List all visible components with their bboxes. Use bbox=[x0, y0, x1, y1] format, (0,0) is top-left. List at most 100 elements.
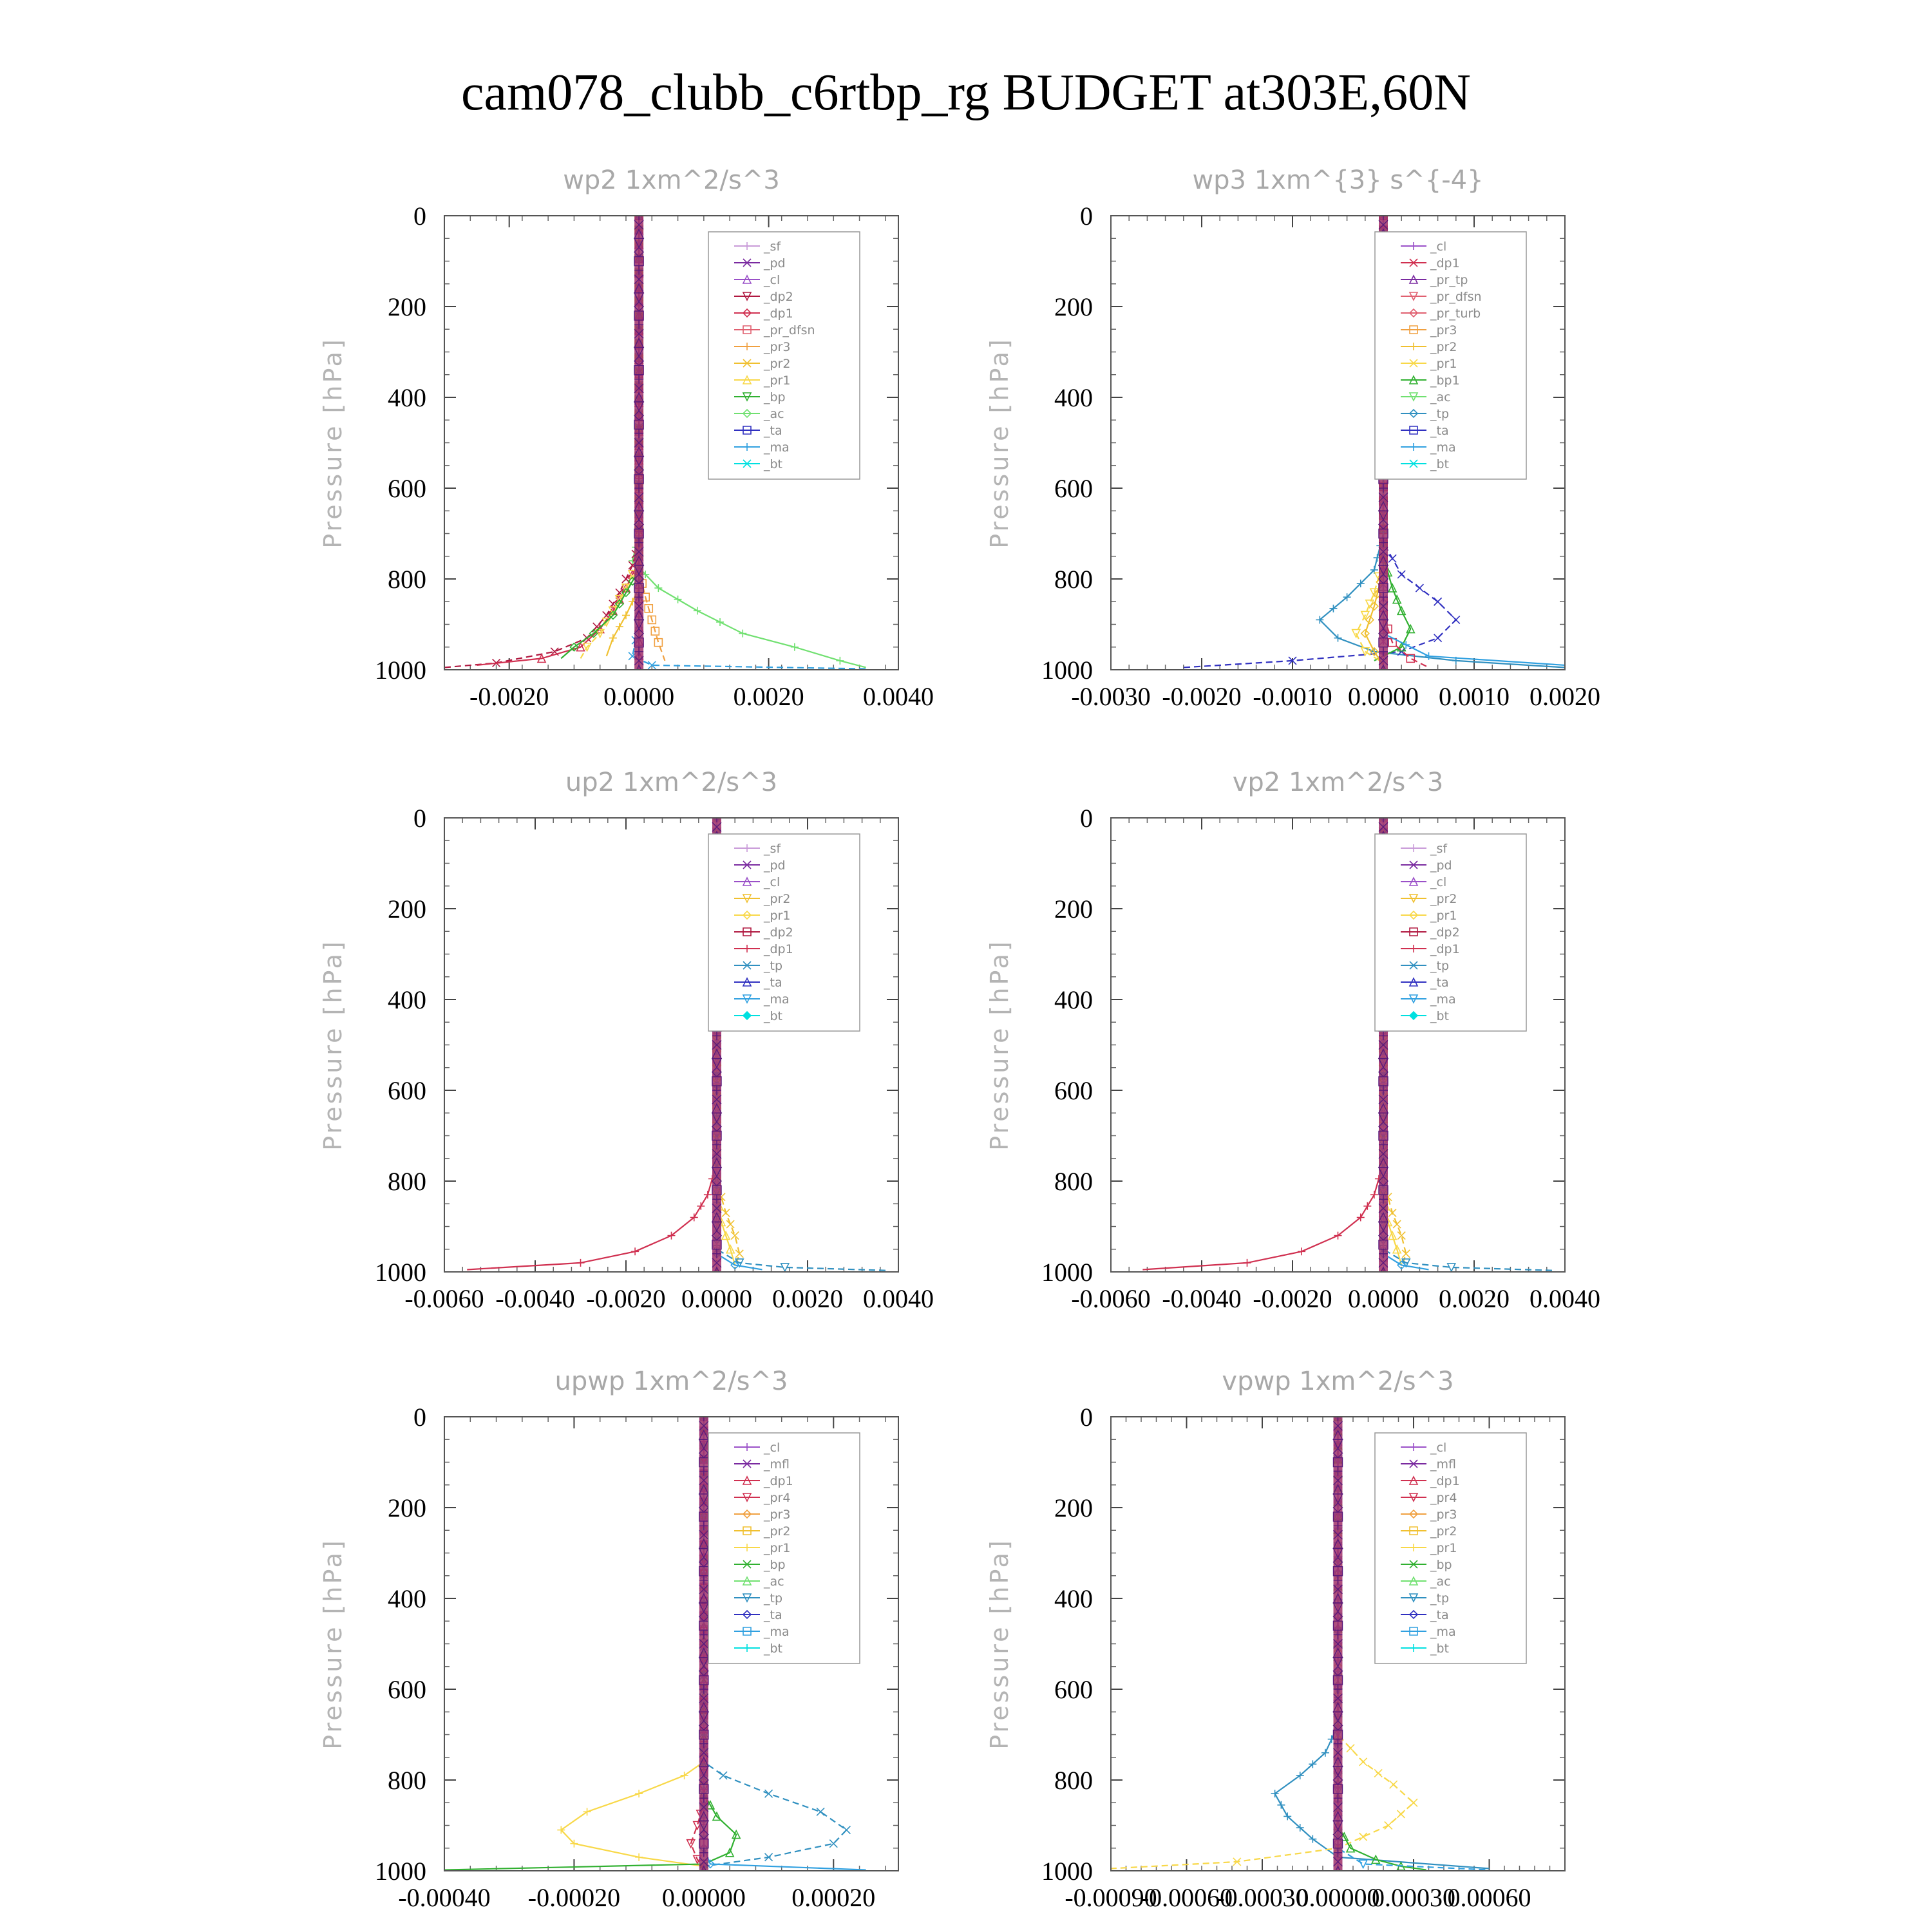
zero-profile-marker bbox=[712, 1258, 722, 1268]
series-marker bbox=[703, 1191, 712, 1199]
series-line-pr3 bbox=[638, 216, 666, 661]
x-tick-label: 0.0020 bbox=[1439, 1284, 1510, 1313]
series-marker bbox=[1321, 1748, 1329, 1757]
legend-label: _ma bbox=[1430, 440, 1456, 455]
x-tick-label: -0.0020 bbox=[1253, 1284, 1332, 1313]
legend-marker bbox=[1408, 977, 1419, 987]
x-tick-label: -0.00030 bbox=[1216, 1883, 1308, 1912]
plot-frame bbox=[1110, 1416, 1566, 1871]
series-marker bbox=[1369, 588, 1379, 598]
series-marker bbox=[1387, 1230, 1397, 1240]
zero-profile-marker bbox=[1379, 1140, 1388, 1150]
zero-profile-marker bbox=[1379, 1249, 1388, 1258]
legend-label: _pd bbox=[763, 256, 786, 270]
zero-profile-marker bbox=[698, 1656, 709, 1668]
legend-label: _ac bbox=[763, 1575, 784, 1589]
legend-marker bbox=[742, 274, 752, 284]
zero-profile-marker bbox=[1378, 1203, 1388, 1213]
legend-marker bbox=[1409, 359, 1418, 368]
zero-profile-marker bbox=[712, 1076, 722, 1086]
zero-profile-marker bbox=[1378, 1130, 1388, 1141]
zero-profile-marker bbox=[711, 1112, 723, 1123]
legend: _cl _mfl _dp1 _pr4 _pr3 _pr2 _pr1 _bp _ac _tp _ta _… bbox=[1374, 1432, 1527, 1664]
legend-label: _ta bbox=[763, 1608, 782, 1622]
x-tick-label: -0.0060 bbox=[404, 1284, 484, 1313]
zero-profile-marker bbox=[712, 1249, 721, 1258]
y-tick-label: 800 bbox=[1054, 1766, 1093, 1795]
x-tick-label: -0.0020 bbox=[469, 682, 549, 711]
series-marker bbox=[836, 656, 844, 665]
legend-label: _ma bbox=[1430, 1625, 1456, 1639]
x-tick-label: 0.0020 bbox=[734, 682, 804, 711]
x-tick-label: 0.0010 bbox=[1439, 682, 1510, 711]
legend-marker bbox=[742, 1609, 752, 1620]
panel-title: vp2 1xm^2/s^3 bbox=[1233, 768, 1444, 797]
zero-profile-marker bbox=[1378, 1076, 1388, 1086]
legend-label: _pr_dfsn bbox=[763, 323, 815, 337]
legend-label: _ta bbox=[763, 976, 782, 990]
series-marker bbox=[569, 642, 579, 652]
series-marker bbox=[1346, 1744, 1355, 1753]
zero-profile-marker bbox=[1332, 1729, 1343, 1740]
series-marker bbox=[1406, 623, 1416, 634]
legend-marker bbox=[742, 308, 752, 318]
x-tick-label: -0.0040 bbox=[1162, 1284, 1241, 1313]
series-marker bbox=[1401, 1249, 1410, 1258]
zero-profile-marker bbox=[1332, 1457, 1343, 1468]
series-marker bbox=[622, 611, 630, 620]
series-marker bbox=[614, 599, 625, 609]
zero-profile-marker bbox=[712, 1140, 721, 1150]
legend-marker bbox=[742, 1010, 752, 1021]
legend-label: _dp1 bbox=[763, 942, 793, 956]
series-marker bbox=[1359, 1832, 1368, 1841]
legend-marker bbox=[743, 927, 752, 936]
zero-profile-marker bbox=[634, 647, 644, 656]
zero-profile-marker bbox=[634, 484, 644, 493]
zero-profile-marker bbox=[1378, 1112, 1389, 1123]
zero-profile-marker bbox=[1378, 1149, 1388, 1159]
legend-marker bbox=[1410, 844, 1417, 852]
zero-profile-marker bbox=[1333, 1857, 1343, 1867]
zero-profile-marker bbox=[1333, 1685, 1343, 1694]
legend-marker bbox=[1409, 927, 1418, 936]
legend-marker bbox=[743, 258, 752, 267]
zero-profile-marker bbox=[634, 638, 644, 648]
legend-label: _dp1 bbox=[1430, 1474, 1460, 1488]
legend-label: _pd bbox=[1430, 858, 1452, 873]
y-tick-label: 1000 bbox=[375, 1258, 426, 1287]
legend-label: _pr1 bbox=[763, 909, 790, 923]
legend-marker bbox=[1410, 1443, 1417, 1451]
zero-profile-marker bbox=[698, 1766, 709, 1777]
zero-profile-marker bbox=[699, 1675, 709, 1685]
legend-label: _bt bbox=[763, 1642, 782, 1656]
zero-profile-marker bbox=[634, 292, 645, 303]
legend-box bbox=[708, 231, 860, 480]
zero-profile-marker bbox=[1378, 1057, 1389, 1069]
zero-profile-marker bbox=[699, 1794, 708, 1803]
legend-label: _cl bbox=[1430, 240, 1446, 254]
legend-marker bbox=[742, 1593, 752, 1603]
zero-profile-marker bbox=[712, 1040, 722, 1050]
zero-profile-marker bbox=[712, 1094, 722, 1104]
legend-label: _pr1 bbox=[1430, 909, 1457, 923]
legend-marker bbox=[742, 375, 752, 384]
series-marker bbox=[693, 607, 701, 615]
legend-label: _dp1 bbox=[1430, 256, 1460, 270]
y-tick-label: 0 bbox=[1080, 202, 1093, 231]
series-marker bbox=[654, 584, 663, 592]
series-marker bbox=[734, 1258, 744, 1268]
zero-profile-marker bbox=[1333, 1521, 1343, 1531]
x-tick-label: -0.0020 bbox=[586, 1284, 665, 1313]
zero-profile-marker bbox=[1333, 1794, 1343, 1803]
zero-profile-marker bbox=[1378, 220, 1388, 230]
series-line-dp1 bbox=[1142, 818, 1385, 1271]
x-tick-label: 0.00020 bbox=[791, 1883, 875, 1912]
zero-profile-marker bbox=[1332, 1675, 1343, 1685]
series-marker bbox=[725, 1244, 735, 1254]
y-tick-label: 400 bbox=[1054, 383, 1093, 412]
series-marker bbox=[1392, 1244, 1402, 1254]
legend-label: _bp bbox=[763, 1558, 786, 1572]
legend-marker bbox=[743, 443, 751, 451]
zero-profile-marker bbox=[712, 1130, 722, 1141]
zero-profile-marker bbox=[1378, 565, 1389, 576]
